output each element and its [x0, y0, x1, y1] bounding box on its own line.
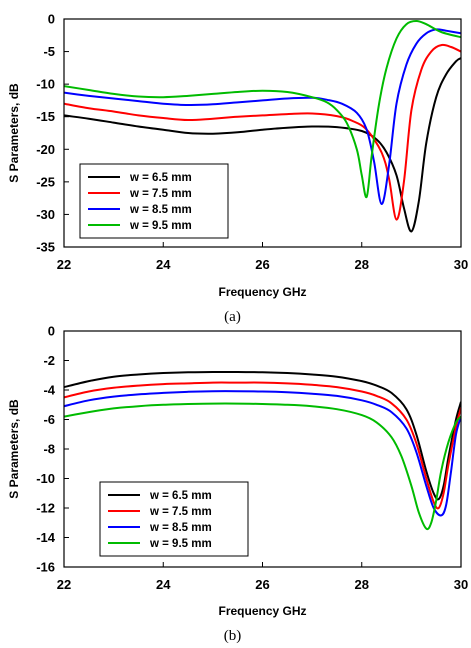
- y-tick-label: -20: [36, 142, 55, 157]
- y-tick-label: -6: [43, 412, 55, 427]
- x-tick-label: 26: [255, 577, 269, 592]
- legend-label: w = 6.5 mm: [129, 172, 192, 184]
- y-tick-label: -35: [36, 240, 55, 255]
- y-tick-label: 0: [48, 12, 55, 27]
- series-line-2: [64, 381, 461, 510]
- y-tick-label: -25: [36, 174, 55, 189]
- panel-caption: (b): [224, 628, 242, 644]
- x-axis-label: Frequency GHz: [218, 285, 306, 299]
- y-tick-label: -4: [43, 383, 55, 398]
- series-line-3: [64, 390, 461, 517]
- series-line-4: [64, 19, 461, 199]
- y-tick-label: -10: [36, 77, 55, 92]
- x-tick-label: 24: [156, 577, 171, 592]
- panel-caption: (a): [224, 309, 241, 325]
- series-line-1: [64, 371, 461, 501]
- y-tick-label: -8: [43, 442, 55, 457]
- legend: w = 6.5 mm w = 7.5 mm w = 8.5 mm w = 9.5 mm: [99, 481, 249, 557]
- y-tick-label: -10: [36, 471, 55, 486]
- x-tick-label: 28: [355, 577, 369, 592]
- y-tick-label: -14: [36, 530, 56, 545]
- legend-label: w = 9.5 mm: [129, 220, 192, 232]
- y-tick-label: -30: [36, 207, 55, 222]
- y-tick-label: 0: [48, 324, 55, 339]
- x-tick-label: 22: [57, 257, 71, 272]
- y-axis-label: S Parameters, dB: [7, 399, 21, 499]
- legend: w = 6.5 mm w = 7.5 mm w = 8.5 mm w = 9.5 mm: [79, 163, 229, 239]
- x-tick-label: 22: [57, 577, 71, 592]
- series-line-2: [64, 43, 461, 221]
- legend-label: w = 6.5 mm: [149, 490, 212, 502]
- y-tick-label: -16: [36, 560, 55, 575]
- x-tick-label: 26: [255, 257, 269, 272]
- x-tick-label: 28: [355, 257, 369, 272]
- series-line-3: [64, 28, 461, 206]
- x-axis-label: Frequency GHz: [218, 604, 306, 618]
- legend-label: w = 7.5 mm: [129, 188, 192, 200]
- y-axis-label: S Parameters, dB: [7, 83, 21, 183]
- series-line-4: [64, 402, 461, 531]
- y-tick-label: -15: [36, 109, 55, 124]
- legend-label: w = 9.5 mm: [149, 538, 212, 550]
- y-tick-label: -2: [43, 353, 55, 368]
- legend-label: w = 8.5 mm: [129, 204, 192, 216]
- y-tick-label: -12: [36, 501, 55, 516]
- x-tick-label: 24: [156, 257, 171, 272]
- legend-label: w = 8.5 mm: [149, 522, 212, 534]
- x-tick-label: 30: [454, 257, 468, 272]
- legend-label: w = 7.5 mm: [149, 506, 212, 518]
- y-tick-label: -5: [43, 44, 55, 59]
- x-tick-label: 30: [454, 577, 468, 592]
